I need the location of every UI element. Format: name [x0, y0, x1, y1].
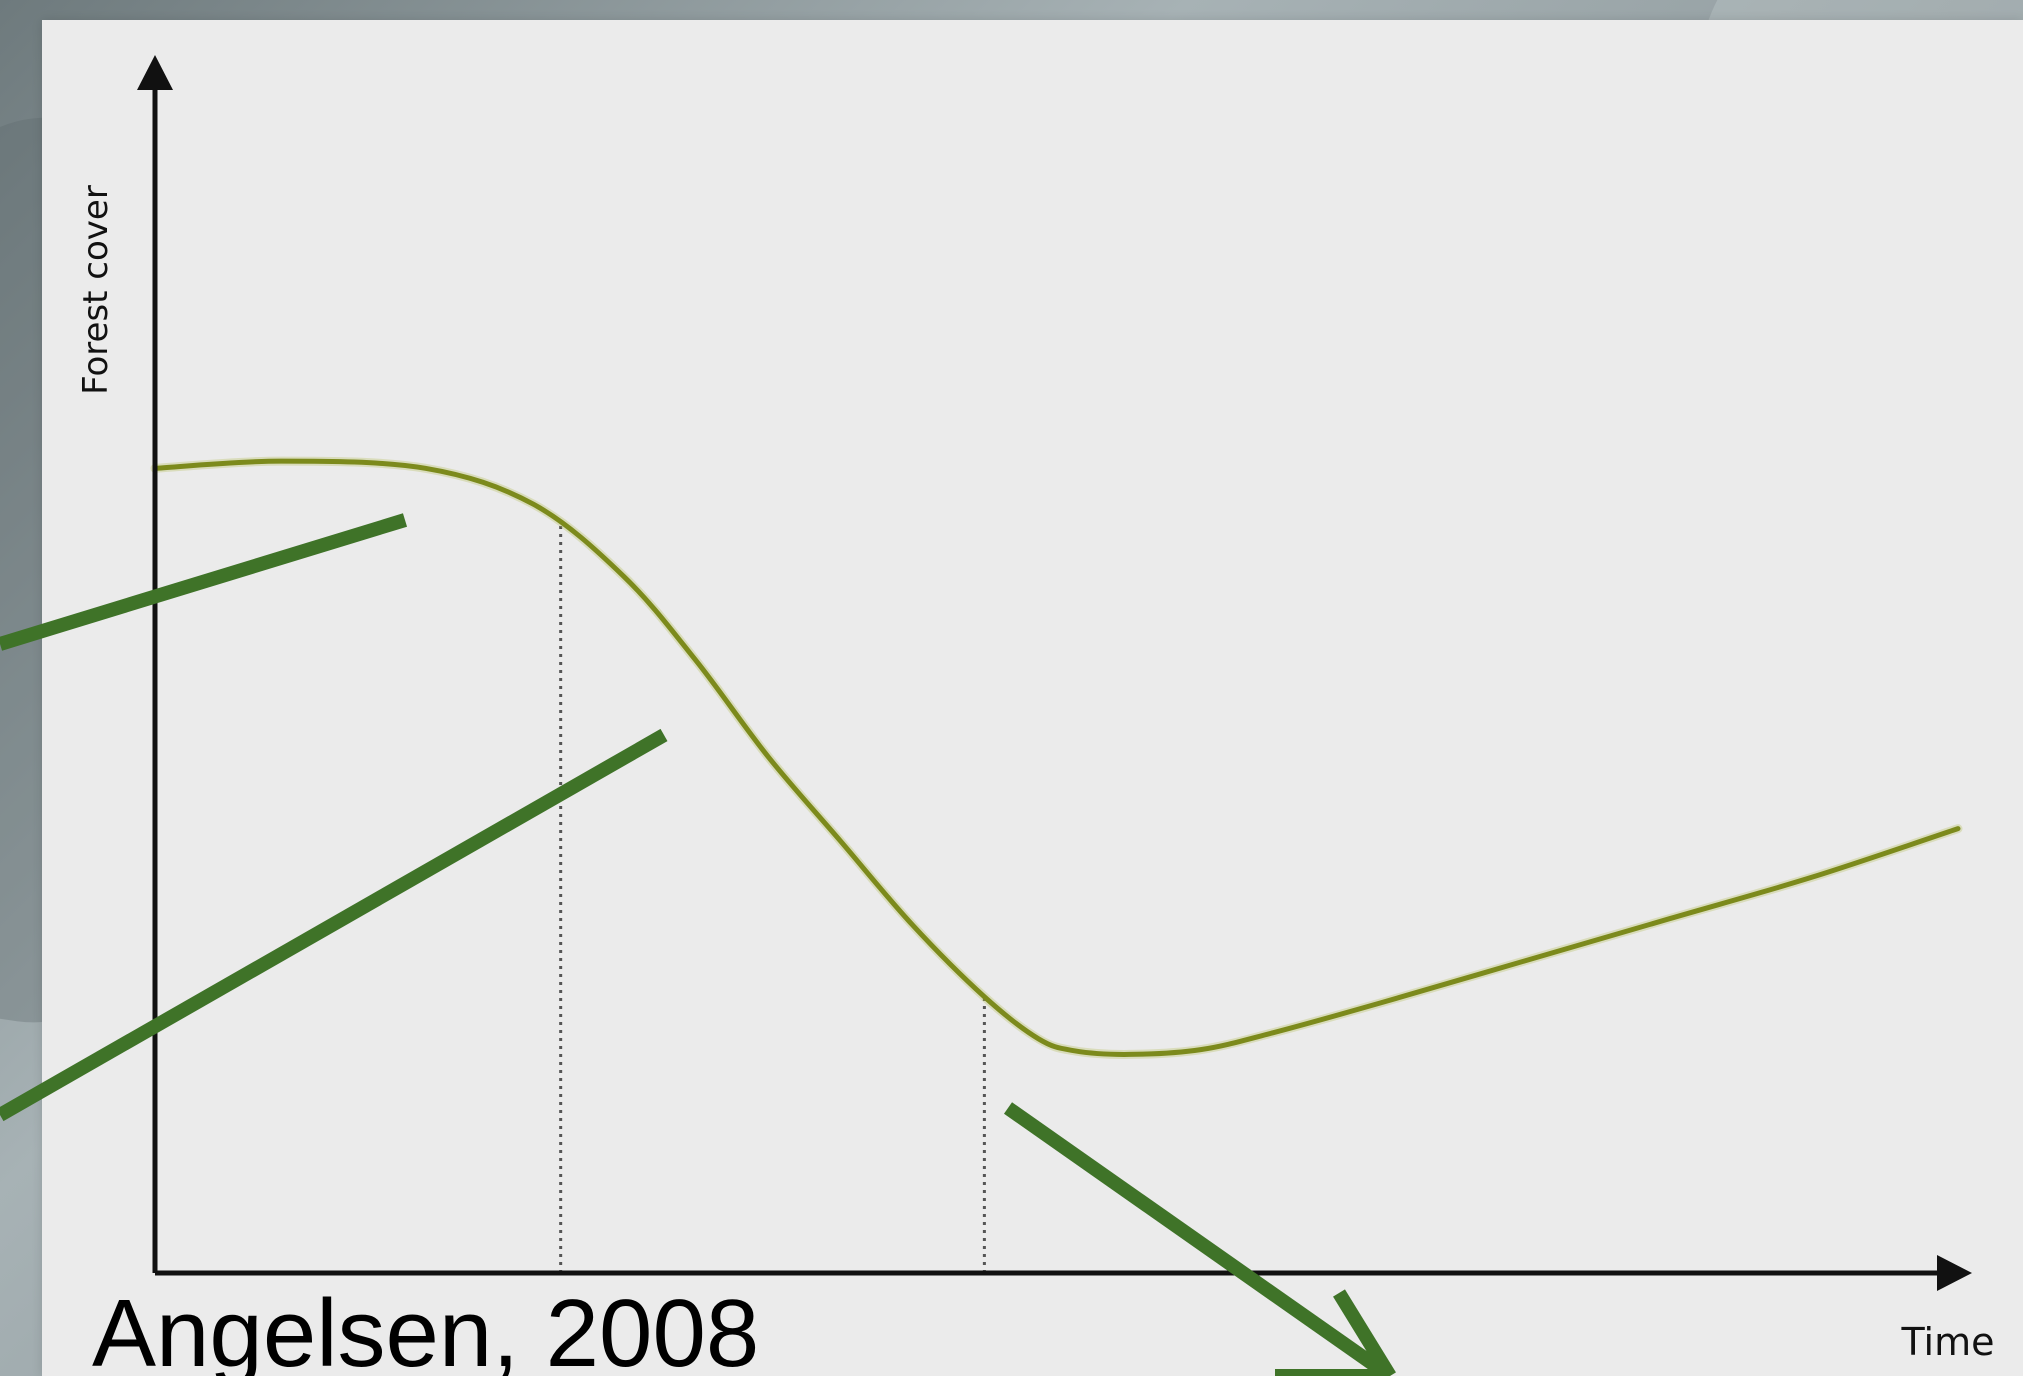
forest-cover-curve-glow [150, 456, 1963, 1059]
y-axis-arrowhead [137, 55, 173, 90]
x-axis-arrowhead [1937, 1255, 1972, 1291]
citation-text: Angelsen, 2008 [92, 1280, 759, 1376]
x-axis-label: Time [1901, 1320, 1995, 1364]
annotation-arrowhead-left [1333, 1289, 1396, 1376]
plot-area [150, 456, 1963, 1273]
forest-cover-curve [152, 458, 1961, 1057]
annotation-arrow-decline [0, 728, 668, 1122]
axes [137, 55, 1972, 1291]
annotation-arrows [0, 513, 1396, 1376]
annotation-arrow-bottom [1003, 1102, 1395, 1376]
y-axis-label: Forest cover [76, 185, 116, 395]
chart-panel [42, 20, 2023, 1376]
annotation-arrow-plateau [0, 513, 408, 651]
